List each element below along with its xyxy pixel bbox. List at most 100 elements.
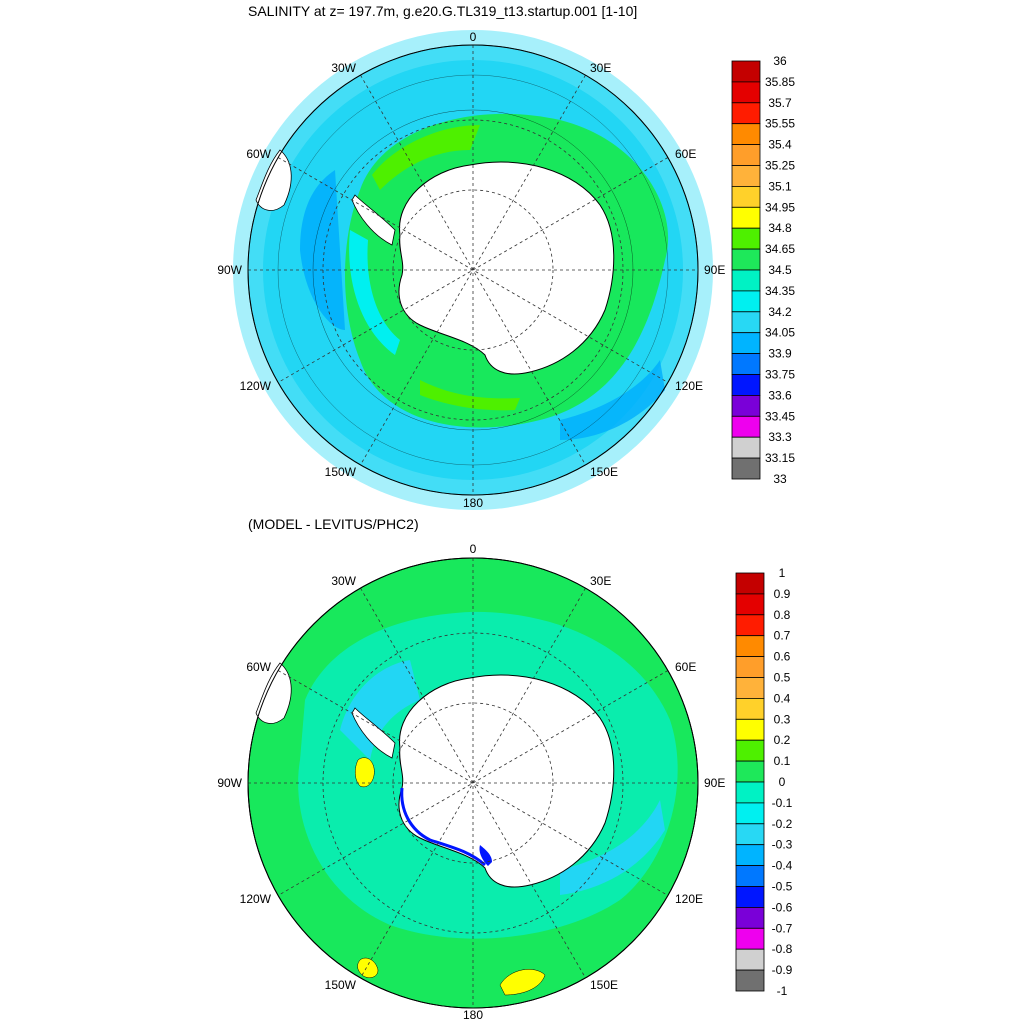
colorbar-swatch — [735, 969, 765, 992]
colorbar-label: 33.9 — [768, 347, 792, 361]
panel2-map-labels: 0 180 90W 90E 30W 60W 30E 60E 120W 150W … — [217, 542, 725, 1022]
label-60w: 60W — [246, 147, 271, 161]
label-150w: 150W — [325, 465, 357, 479]
colorbar-label: -0.7 — [772, 921, 793, 935]
colorbar-label: 1 — [779, 566, 786, 580]
label-60e: 60E — [675, 147, 696, 161]
label-90e: 90E — [704, 776, 725, 790]
label-30e: 30E — [590, 574, 611, 588]
colorbar-swatch — [731, 81, 761, 104]
colorbar-label: 33.15 — [765, 451, 795, 465]
panel2-colorbar: 1 0.9 0.8 0.7 0.6 0.5 0.4 0.3 0.2 0.1 0 -0.1 -0.2 -0.… — [735, 566, 793, 998]
panel1-title: SALINITY at z= 197.7m, g.e20.G.TL319_t13… — [248, 3, 637, 19]
colorbar-label: -0.5 — [772, 880, 793, 894]
colorbar-label: 36 — [773, 54, 787, 68]
colorbar-swatch — [735, 760, 765, 783]
colorbar-label: 0.3 — [774, 712, 791, 726]
colorbar-label: 35.25 — [765, 159, 795, 173]
colorbar-label: 33.75 — [765, 368, 795, 382]
colorbar-label: 33.6 — [768, 388, 792, 402]
colorbar-label: -1 — [777, 984, 788, 998]
label-180: 180 — [463, 1008, 483, 1022]
colorbar-swatch — [735, 614, 765, 637]
colorbar-swatch — [735, 823, 765, 846]
colorbar-swatch — [731, 269, 761, 292]
colorbar-label: 0.7 — [774, 629, 791, 643]
label-30w: 30W — [331, 574, 356, 588]
colorbar-label: 35.85 — [765, 75, 795, 89]
colorbar-swatch — [731, 394, 761, 417]
colorbar-label: 33.45 — [765, 409, 795, 423]
colorbar-swatch — [731, 206, 761, 229]
colorbar-label: -0.8 — [772, 942, 793, 956]
colorbar-swatch — [731, 332, 761, 355]
colorbar-label: 33 — [773, 472, 787, 486]
colorbar-label: 0.6 — [774, 650, 791, 664]
panel1-map — [233, 30, 713, 510]
colorbar-label: -0.3 — [772, 838, 793, 852]
colorbar-swatch — [735, 698, 765, 720]
panel1-map-labels: 0 180 90W 90E 30W 60W 30E 60E 120W 150W … — [217, 30, 725, 510]
colorbar-label: 0 — [779, 775, 786, 789]
colorbar-swatch — [735, 886, 765, 908]
colorbar-swatch — [731, 353, 761, 375]
colorbar-swatch — [735, 802, 765, 825]
colorbar-swatch — [735, 656, 765, 678]
label-150w: 150W — [325, 978, 357, 992]
colorbar-label: 34.8 — [768, 221, 792, 235]
colorbar-label: 34.65 — [765, 242, 795, 256]
label-0: 0 — [470, 542, 477, 556]
colorbar-label: 35.7 — [768, 96, 792, 110]
label-120w: 120W — [240, 892, 272, 906]
colorbar-swatch — [735, 927, 765, 950]
colorbar-swatch — [735, 718, 765, 741]
colorbar-label: 33.3 — [768, 430, 792, 444]
colorbar-label: -0.4 — [772, 859, 793, 873]
label-150e: 150E — [590, 465, 618, 479]
colorbar-label: 0.1 — [774, 754, 791, 768]
label-30w: 30W — [331, 61, 356, 75]
colorbar-swatch — [735, 572, 765, 595]
colorbar-swatch — [735, 865, 765, 887]
colorbar-label: 34.5 — [768, 263, 792, 277]
label-120e: 120E — [675, 379, 703, 393]
colorbar-swatch — [731, 457, 761, 480]
colorbar-label: 35.1 — [768, 179, 792, 193]
colorbar-swatch — [731, 436, 761, 459]
colorbar-label: 34.2 — [768, 305, 792, 319]
colorbar-swatch — [735, 635, 765, 658]
colorbar-label: -0.1 — [772, 796, 793, 810]
panel2-map — [247, 557, 699, 1009]
colorbar-swatch — [731, 374, 761, 396]
label-90w: 90W — [217, 263, 242, 277]
colorbar-label: 35.4 — [768, 138, 792, 152]
colorbar-swatch — [731, 60, 761, 83]
colorbar-swatch — [731, 144, 761, 166]
colorbar-label: 0.4 — [774, 691, 791, 705]
label-60w: 60W — [246, 660, 271, 674]
label-120w: 120W — [240, 379, 272, 393]
label-30e: 30E — [590, 61, 611, 75]
panel1-colorbar: 36 35.85 35.7 35.55 35.4 35.25 35.1 34.95 34.8 34… — [731, 54, 795, 486]
colorbar-swatch — [735, 593, 765, 616]
colorbar-label: 0.9 — [774, 587, 791, 601]
label-180: 180 — [463, 496, 483, 510]
label-90e: 90E — [704, 263, 725, 277]
colorbar-swatch — [731, 248, 761, 271]
colorbar-label: -0.2 — [772, 817, 793, 831]
label-150e: 150E — [590, 978, 618, 992]
colorbar-swatch — [735, 739, 765, 762]
colorbar-label: 34.95 — [765, 200, 795, 214]
label-60e: 60E — [675, 660, 696, 674]
label-120e: 120E — [675, 892, 703, 906]
colorbar-swatch — [731, 165, 761, 187]
colorbar-swatch — [735, 677, 765, 699]
colorbar-swatch — [731, 311, 761, 334]
colorbar-swatch — [735, 948, 765, 971]
colorbar-swatch — [731, 102, 761, 125]
label-90w: 90W — [217, 776, 242, 790]
colorbar-label: -0.9 — [772, 963, 793, 977]
panel2-title: (MODEL - LEVITUS/PHC2) — [248, 516, 419, 532]
colorbar-label: -0.6 — [772, 900, 793, 914]
